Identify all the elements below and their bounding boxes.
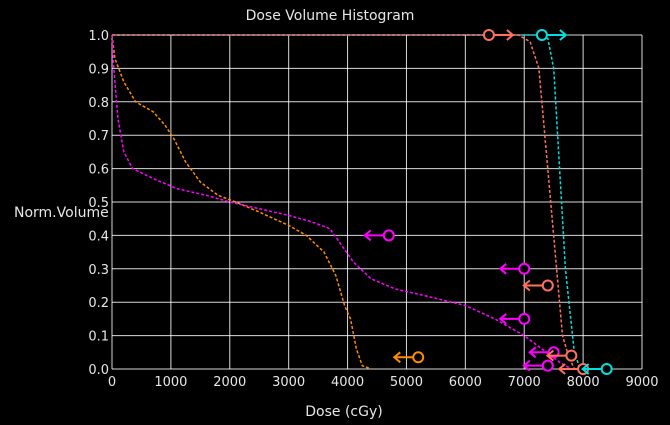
y-tick-label: 0.9 bbox=[88, 62, 109, 77]
x-tick-label: 9000 bbox=[625, 375, 658, 390]
dose-marker bbox=[522, 359, 554, 372]
dose-marker bbox=[498, 312, 531, 325]
dose-volume-markers bbox=[363, 29, 613, 375]
dvh-curve bbox=[112, 34, 575, 370]
dose-marker bbox=[498, 262, 531, 275]
marker-arrow-head bbox=[498, 263, 507, 275]
marker-arrow-head bbox=[581, 363, 590, 375]
marker-arrow-head bbox=[392, 351, 401, 364]
marker-arrow-head bbox=[545, 349, 554, 362]
tick-labels: 0 1000 2000 3000 4000 5000 6000 7000 8000 9000 0.0… bbox=[88, 29, 658, 390]
x-tick-label: 7000 bbox=[508, 375, 541, 390]
marker-arrow-head bbox=[498, 313, 507, 325]
marker-arrow-head bbox=[528, 346, 537, 359]
x-tick-label: 6000 bbox=[449, 375, 482, 390]
dose-marker bbox=[482, 29, 515, 41]
y-tick-label: 0.8 bbox=[88, 96, 109, 111]
marker-arrow-head bbox=[557, 363, 566, 375]
y-axis-label: Norm.Volume bbox=[14, 205, 109, 221]
y-tick-label: 0.0 bbox=[88, 363, 109, 378]
x-tick-label: 4000 bbox=[331, 375, 364, 390]
x-tick-label: 8000 bbox=[567, 375, 600, 390]
x-tick-label: 1000 bbox=[154, 375, 187, 390]
x-axis-label: Dose (cGy) bbox=[305, 404, 382, 420]
marker-arrow-head bbox=[363, 229, 372, 242]
dose-marker bbox=[363, 229, 395, 242]
marker-circle bbox=[518, 262, 531, 275]
dose-marker bbox=[392, 351, 425, 364]
marker-arrow-head bbox=[522, 279, 531, 292]
marker-circle bbox=[518, 312, 531, 325]
y-tick-label: 0.6 bbox=[88, 163, 109, 178]
y-tick-label: 0.4 bbox=[88, 229, 109, 244]
marker-arrow-head bbox=[522, 359, 531, 372]
y-tick-label: 0.3 bbox=[88, 263, 109, 278]
marker-circle bbox=[600, 363, 613, 375]
dvh-curve bbox=[111, 34, 372, 370]
x-tick-label: 2000 bbox=[213, 375, 246, 390]
dose-marker bbox=[581, 363, 613, 375]
dose-marker bbox=[535, 29, 568, 41]
y-tick-label: 0.7 bbox=[88, 129, 109, 144]
marker-circle bbox=[535, 29, 548, 41]
marker-circle bbox=[382, 229, 395, 242]
marker-circle bbox=[482, 29, 495, 41]
y-tick-label: 0.1 bbox=[88, 330, 109, 345]
y-tick-label: 0.5 bbox=[88, 196, 109, 211]
marker-arrow-head bbox=[506, 29, 515, 41]
y-tick-label: 0.2 bbox=[88, 296, 109, 311]
chart-title: Dose Volume Histogram bbox=[246, 8, 415, 24]
x-tick-label: 0 bbox=[108, 375, 116, 390]
marker-circle bbox=[565, 349, 578, 362]
marker-circle bbox=[412, 351, 425, 364]
y-tick-label: 1.0 bbox=[88, 29, 109, 44]
x-tick-label: 5000 bbox=[390, 375, 423, 390]
marker-arrow-head bbox=[559, 29, 568, 41]
marker-circle bbox=[541, 359, 554, 372]
marker-circle bbox=[541, 279, 554, 292]
dose-marker bbox=[522, 279, 554, 292]
dose-marker bbox=[545, 349, 578, 362]
x-tick-label: 3000 bbox=[272, 375, 305, 390]
